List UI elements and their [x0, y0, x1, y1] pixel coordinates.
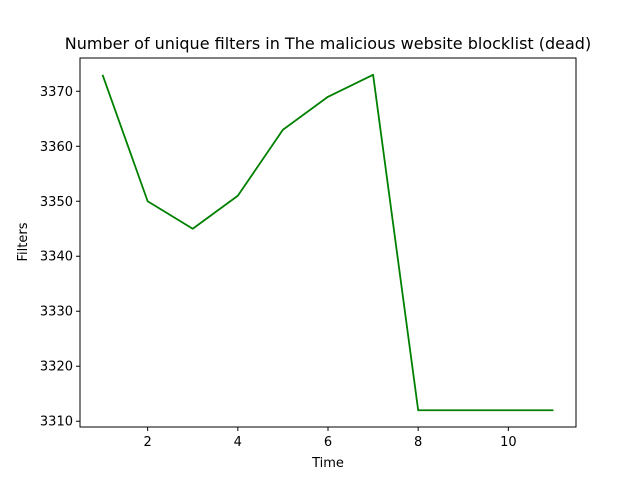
x-tick-label: 10: [500, 435, 517, 450]
y-tick-label: 3340: [40, 250, 73, 265]
y-tick-label: 3330: [40, 305, 73, 320]
axes-frame: [79, 57, 577, 428]
chart-title: Number of unique filters in The maliciou…: [65, 34, 591, 53]
y-tick-label: 3310: [40, 415, 73, 430]
y-axis: 3310 3320 3330 3340 3350 3360 3370: [40, 85, 80, 430]
series-line: [101, 73, 554, 412]
plot-area: [101, 73, 554, 412]
x-tick-label: 4: [234, 435, 242, 450]
x-tick-label: 2: [143, 435, 151, 450]
x-tick-label: 6: [324, 435, 332, 450]
y-tick-label: 3350: [40, 195, 73, 210]
x-axis: 2 4 6 8 10: [143, 427, 517, 450]
y-tick-label: 3370: [40, 85, 73, 100]
x-tick-label: 8: [414, 435, 422, 450]
y-tick-label: 3360: [40, 140, 73, 155]
y-tick-label: 3320: [40, 360, 73, 375]
x-axis-label: Time: [311, 456, 344, 471]
y-axis-label: Filters: [16, 222, 31, 261]
